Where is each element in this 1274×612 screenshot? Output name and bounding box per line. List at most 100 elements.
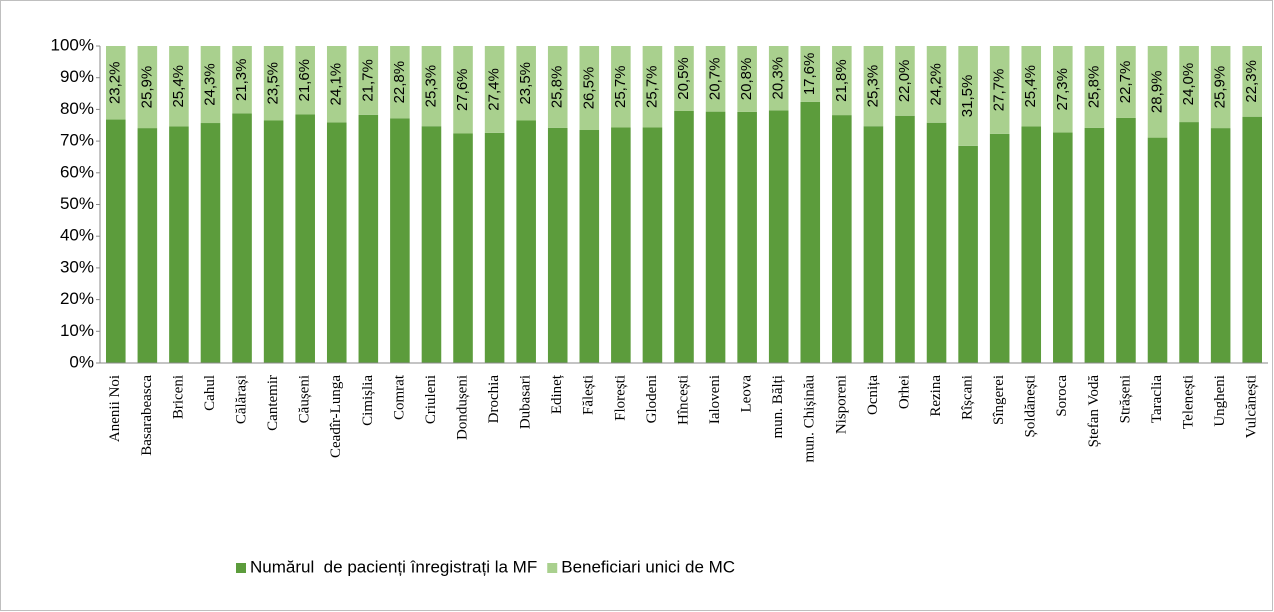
data-label: 24,1%	[328, 63, 345, 106]
bar-segment	[421, 126, 442, 364]
bar-segment	[232, 46, 252, 114]
bar-segment	[1116, 46, 1136, 118]
y-tick-label: 20%	[60, 289, 94, 308]
bar-segment	[989, 46, 1010, 134]
data-label: 25,9%	[138, 66, 155, 109]
legend-label: Beneficiari unici de MC	[561, 557, 735, 576]
x-tick-label: Strășeni	[1117, 375, 1133, 423]
bar-segment	[1084, 46, 1105, 128]
x-tick-label: Edineț	[549, 374, 565, 414]
bar-segment	[832, 46, 852, 116]
data-label: 25,7%	[643, 65, 660, 108]
data-label: 24,3%	[201, 63, 218, 106]
data-label: 20,3%	[770, 57, 787, 100]
x-tick-label: Vulcănești	[1244, 375, 1260, 438]
data-label: 25,4%	[170, 65, 187, 108]
x-tick-label: Căușeni	[297, 375, 313, 423]
x-tick-label: Glodeni	[644, 375, 660, 423]
bar-segment	[1053, 132, 1073, 363]
legend-swatch	[547, 563, 558, 573]
bar-segment	[137, 128, 158, 363]
bar-segment	[989, 133, 1010, 363]
x-tick-label: Briceni	[170, 375, 186, 419]
x-tick-label: Dondușeni	[454, 375, 470, 440]
bar-segment	[1021, 126, 1042, 363]
x-tick-label: Sîngerei	[991, 375, 1007, 425]
bar-segment	[705, 46, 726, 112]
data-label: 26,5%	[580, 67, 597, 110]
x-tick-label: Rezina	[928, 375, 944, 417]
bar-segment	[1147, 137, 1168, 363]
bar-segment	[390, 46, 410, 119]
bar-segment	[326, 46, 347, 123]
x-tick-label: mun. Bălți	[770, 375, 786, 438]
x-tick-label: Telenești	[1181, 375, 1197, 429]
bar-segment	[105, 46, 126, 120]
bar-segment	[263, 120, 284, 364]
bar-segment	[295, 114, 315, 363]
bar-segment	[421, 46, 442, 127]
bar-segment	[642, 127, 663, 364]
bar-segment	[169, 126, 189, 363]
data-label: 31,5%	[959, 75, 976, 118]
bar-segment	[674, 110, 694, 363]
x-tick-label: Leova	[739, 375, 755, 413]
data-label: 25,8%	[1085, 66, 1102, 109]
legend: Numărul de pacienți înregistrați la MF Be…	[236, 557, 735, 576]
data-label: 25,3%	[422, 65, 439, 108]
bar-segment	[800, 101, 821, 364]
bar-segment	[516, 120, 536, 364]
bar-segment	[484, 132, 505, 363]
bar-segment	[958, 145, 978, 363]
bar-segment	[547, 127, 568, 363]
bar-segment	[705, 111, 726, 363]
data-label: 24,0%	[1180, 63, 1197, 106]
data-label: 24,2%	[928, 63, 945, 106]
bar-segment	[547, 46, 568, 128]
data-label: 22,3%	[1243, 60, 1260, 103]
bar-segment	[1053, 46, 1073, 133]
data-label: 20,5%	[675, 57, 692, 100]
data-label: 27,4%	[486, 68, 503, 111]
bar-segment	[768, 46, 789, 111]
data-label: 25,3%	[864, 65, 881, 108]
bar-segment	[453, 46, 473, 134]
bar-segment	[1210, 46, 1231, 129]
bar-segment	[326, 122, 347, 363]
y-tick-label: 60%	[60, 162, 94, 181]
data-label: 27,6%	[454, 68, 471, 111]
x-tick-label: Călărași	[233, 375, 249, 424]
bar-segment	[263, 46, 284, 121]
bar-segment	[768, 110, 789, 363]
data-label: 25,8%	[549, 66, 566, 109]
y-tick-label: 100%	[51, 35, 94, 54]
bar-segment	[800, 46, 821, 102]
data-label: 27,3%	[1054, 68, 1071, 111]
data-label: 22,8%	[391, 61, 408, 104]
data-label: 25,9%	[1212, 66, 1229, 109]
y-tick-label: 80%	[60, 99, 94, 118]
bar-segment	[358, 114, 379, 363]
data-label: 21,3%	[233, 58, 250, 101]
x-tick-label: Cahul	[202, 375, 218, 411]
data-label: 21,6%	[296, 59, 313, 102]
bar-segment	[200, 46, 221, 124]
bar-segment	[1242, 116, 1263, 363]
bar-segment	[895, 115, 915, 364]
bar-segment	[1084, 127, 1105, 363]
data-label: 25,4%	[1022, 65, 1039, 108]
y-tick-label: 40%	[60, 226, 94, 245]
x-tick-label: Drochia	[486, 375, 502, 424]
data-label: 23,5%	[265, 62, 282, 105]
bar-segment	[611, 127, 631, 364]
x-tick-label: Ceadîr-Lunga	[328, 375, 344, 458]
bar-segment	[642, 46, 663, 128]
x-tick-label: Fălești	[581, 375, 597, 415]
x-tick-label: Șoldănești	[1023, 375, 1039, 438]
bar-segment	[295, 46, 315, 115]
x-tick-label: Florești	[612, 375, 628, 421]
data-label: 21,8%	[833, 59, 850, 102]
bar-segment	[1179, 46, 1199, 123]
